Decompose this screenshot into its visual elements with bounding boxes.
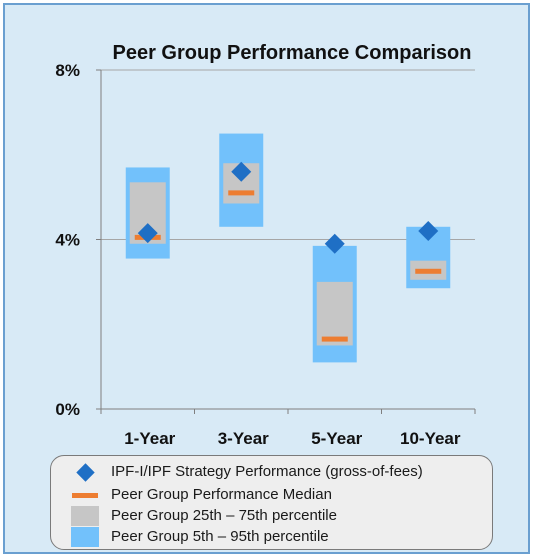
y-tick-label: 0%: [55, 400, 80, 419]
range-25-75-bar: [316, 281, 353, 346]
strategy-point: [231, 161, 252, 182]
strategy-point: [418, 221, 439, 242]
legend-diamond-icon: [71, 462, 99, 482]
legend-blue-box-icon: [71, 527, 99, 547]
x-tick-label: 1-Year: [124, 429, 175, 448]
x-tick-label: 3-Year: [218, 429, 269, 448]
chart-title: Peer Group Performance Comparison: [113, 42, 472, 64]
y-tick-label: 8%: [55, 61, 80, 80]
x-tick-label: 10-Year: [400, 429, 461, 448]
y-tick-label: 4%: [55, 231, 80, 250]
strategy-point: [137, 223, 158, 244]
strategy-point: [324, 233, 345, 254]
median-mark: [415, 268, 442, 274]
median-mark: [321, 336, 348, 342]
median-mark: [228, 190, 255, 196]
legend-label-median: Peer Group Performance Median: [111, 486, 332, 503]
legend-label-25-75: Peer Group 25th – 75th percentile: [111, 507, 337, 524]
x-tick-label: 5-Year: [311, 429, 362, 448]
legend-gray-box-icon: [71, 506, 99, 526]
legend-label-strategy: IPF-I/IPF Strategy Performance (gross-of…: [111, 463, 423, 480]
legend-label-5-95: Peer Group 5th – 95th percentile: [111, 528, 329, 545]
chart-legend: IPF-I/IPF Strategy Performance (gross-of…: [50, 455, 493, 550]
legend-dash-icon: [71, 485, 99, 505]
